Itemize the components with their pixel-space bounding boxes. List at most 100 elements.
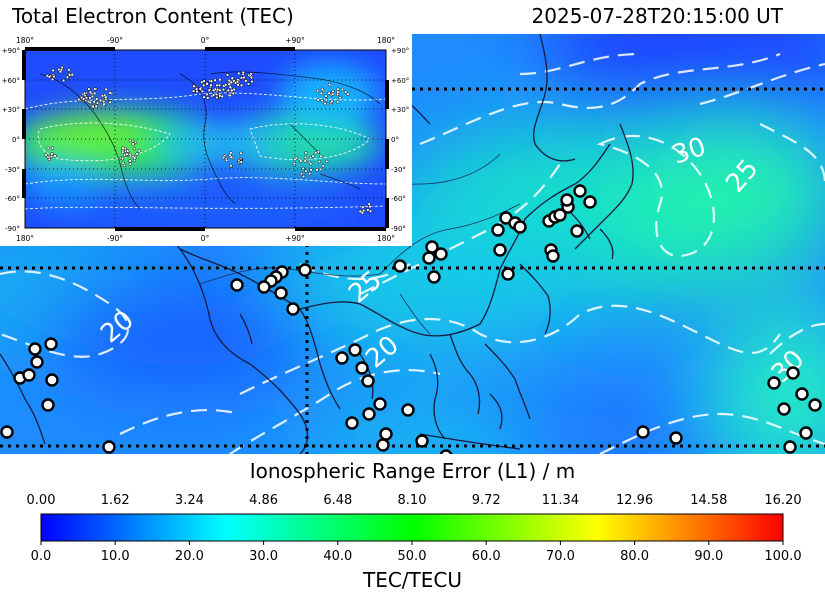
inset-station-marker (121, 150, 125, 154)
inset-station-marker (319, 154, 323, 158)
tec-tick-label: 70.0 (546, 549, 575, 564)
inset-station-marker (315, 168, 319, 172)
station-marker (570, 224, 584, 238)
station-marker (355, 361, 369, 375)
inset-station-marker (292, 161, 296, 166)
inset-station-marker (47, 75, 52, 79)
station-marker (669, 431, 683, 445)
inset-station-marker (60, 65, 64, 70)
inset-station-marker (225, 73, 230, 77)
lon-label: 180° (377, 234, 395, 243)
inset-station-marker (231, 91, 235, 96)
inset-station-marker (336, 100, 340, 104)
inset-station-marker (132, 147, 137, 151)
inset-lon-labels-top: 180° -90° 0° +90° 180° (16, 36, 395, 45)
inset-station-marker (368, 205, 372, 209)
inset-station-marker (135, 152, 139, 156)
inset-station-marker (319, 91, 323, 96)
station-marker (799, 426, 813, 440)
inset-station-marker (227, 78, 231, 83)
inset-station-marker (309, 168, 313, 172)
inset-station-marker (336, 87, 340, 91)
station-marker (560, 193, 574, 207)
inset-station-marker (61, 78, 66, 83)
range-tick-label: 4.86 (249, 493, 278, 508)
inset-station-marker (77, 97, 81, 102)
station-marker (298, 263, 312, 277)
lat-label: -60° (5, 195, 20, 203)
inset-station-marker (194, 87, 199, 91)
inset-station-marker (65, 75, 70, 79)
range-tick-label: 16.20 (764, 493, 801, 508)
inset-station-marker (108, 91, 112, 95)
station-marker (786, 366, 800, 380)
station-marker (348, 343, 362, 357)
global-tec-inset: 180° -90° 0° +90° 180° 180° -90° 0° +90°… (0, 34, 412, 246)
inset-station-marker (237, 71, 241, 76)
lon-label: +90° (285, 234, 305, 243)
lat-label: +90° (391, 47, 409, 55)
inset-station-marker (214, 92, 219, 97)
station-marker (361, 374, 375, 388)
contour-lines (0, 52, 825, 454)
inset-station-marker (52, 74, 56, 79)
inset-station-marker (366, 208, 370, 212)
inset-station-marker (244, 79, 248, 83)
inset-station-marker (317, 159, 322, 164)
inset-station-marker (230, 76, 234, 80)
lat-label: -90° (5, 225, 20, 233)
inset-lon-labels-bottom: 180° -90° 0° +90° 180° (16, 234, 395, 243)
station-marker (257, 280, 271, 294)
station-marker (573, 184, 587, 198)
station-marker (28, 342, 42, 356)
inset-station-marker (335, 92, 340, 97)
tec-tick-label: 10.0 (101, 549, 130, 564)
inset-station-marker (98, 98, 103, 103)
range-tick-label: 8.10 (398, 493, 427, 508)
inset-station-marker (228, 93, 232, 98)
inset-station-marker (314, 151, 318, 155)
inset-station-marker (304, 169, 308, 173)
tec-tick-label: 20.0 (175, 549, 204, 564)
range-tick-label: 0.00 (27, 493, 56, 508)
inset-station-marker (316, 150, 321, 154)
inset-station-marker (233, 81, 238, 85)
inset-station-marker (128, 153, 132, 157)
station-marker (376, 438, 390, 452)
inset-station-marker (228, 85, 232, 89)
station-marker (373, 397, 387, 411)
timestamp: 2025-07-28T20:15:00 UT (531, 4, 783, 28)
lat-label: +60° (391, 77, 409, 85)
inset-station-marker (88, 90, 93, 94)
inset-station-marker (239, 151, 243, 155)
inset-station-marker (88, 96, 92, 100)
inset-station-marker (70, 73, 74, 77)
station-marker (783, 440, 797, 454)
inset-station-marker (207, 88, 212, 92)
lon-label: 0° (201, 36, 210, 45)
inset-station-marker (346, 92, 350, 96)
station-marker (427, 270, 441, 284)
inset-station-marker (211, 93, 216, 97)
inset-station-marker (213, 78, 217, 82)
tec-tick-label: 50.0 (398, 549, 427, 564)
inset-station-marker (320, 87, 325, 91)
inset-station-marker (221, 155, 226, 160)
station-marker (30, 355, 44, 369)
inset-station-marker (93, 87, 97, 91)
inset-station-marker (220, 94, 224, 99)
inset-station-marker (218, 88, 222, 92)
inset-station-marker (221, 87, 226, 92)
inset-station-marker (88, 100, 92, 105)
inset-station-marker (121, 146, 125, 150)
inset-station-marker (358, 209, 362, 214)
tec-unit-label: TEC/TECU (362, 568, 462, 592)
inset-station-marker (324, 94, 328, 98)
tec-tick-label: 40.0 (323, 549, 352, 564)
station-marker (379, 427, 393, 441)
inset-station-marker (120, 157, 125, 161)
inset-station-marker (50, 146, 55, 150)
range-tick-label: 1.62 (101, 493, 130, 508)
inset-station-marker (250, 79, 254, 84)
station-marker (393, 259, 407, 273)
